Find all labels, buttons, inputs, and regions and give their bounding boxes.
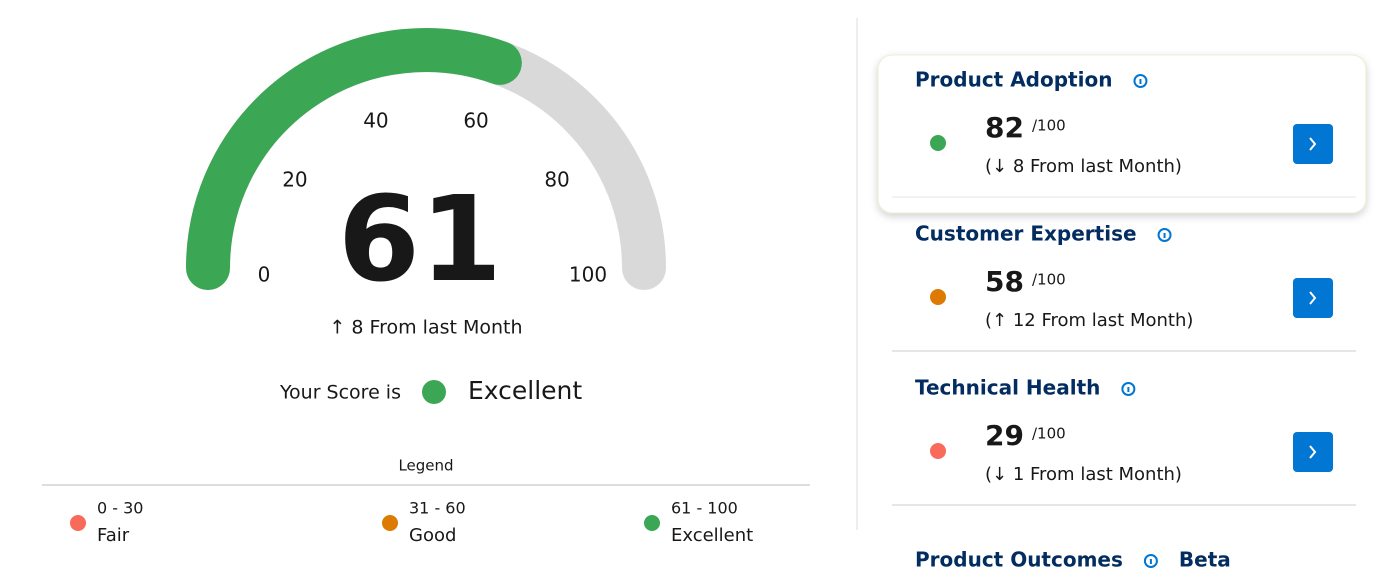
legend-dot: [70, 515, 86, 531]
gauge-tick-label: 100: [569, 263, 607, 287]
score-change: (↓ 1 From last Month): [985, 464, 1182, 485]
gauge-tick-label: 0: [258, 263, 271, 287]
open-button[interactable]: [1293, 124, 1333, 164]
open-button[interactable]: [1293, 278, 1333, 318]
status-dot: [422, 380, 446, 404]
gauge-change: ↑ 8 From last Month: [329, 317, 522, 339]
legend-range: 0 - 30: [97, 499, 143, 518]
score: 82: [985, 111, 1024, 144]
score-dot: [930, 289, 946, 305]
card-title: Technical Health: [915, 376, 1100, 400]
status-prefix: Your Score is: [279, 382, 401, 404]
score-dot: [930, 135, 946, 151]
info-icon[interactable]: [1133, 74, 1148, 88]
score-max: /100: [1032, 271, 1066, 289]
gauge-arc: [186, 28, 522, 290]
legend-title: Legend: [398, 457, 453, 475]
chevron: [1309, 291, 1317, 305]
info-icon[interactable]: [1121, 382, 1136, 396]
gauge-tick-label: 80: [544, 167, 569, 191]
gauge-tick-label: 40: [363, 108, 388, 132]
score-change: (↑ 12 From last Month): [985, 310, 1193, 331]
card-title: Customer Expertise: [915, 222, 1137, 246]
legend-range: 31 - 60: [409, 499, 466, 518]
info-icon[interactable]: [1157, 228, 1172, 242]
card-title: Product Adoption: [915, 68, 1112, 92]
card-highlight: [877, 54, 1367, 214]
legend-label: Excellent: [671, 525, 753, 546]
legend-dot: [644, 515, 660, 531]
card-title: Product Outcomes: [915, 548, 1123, 572]
score-max: /100: [1032, 425, 1066, 443]
legend-label: Fair: [97, 525, 130, 546]
badge: Beta: [1179, 548, 1231, 572]
gauge-tick-label: 20: [282, 167, 307, 191]
score: 29: [985, 419, 1024, 452]
gauge-tick-label: 60: [463, 108, 488, 132]
score-max: /100: [1032, 117, 1066, 135]
score: 58: [985, 265, 1024, 298]
score-dot: [930, 443, 946, 459]
status-label: Excellent: [468, 376, 582, 405]
open-button[interactable]: [1293, 432, 1333, 472]
chevron: [1309, 445, 1317, 459]
legend-label: Good: [409, 525, 456, 546]
legend-dot: [382, 515, 398, 531]
legend-range: 61 - 100: [671, 499, 738, 518]
score-change: (↓ 8 From last Month): [985, 156, 1182, 177]
chevron: [1309, 137, 1317, 151]
info-icon[interactable]: [1143, 554, 1158, 568]
gauge-value: 61: [338, 170, 502, 308]
